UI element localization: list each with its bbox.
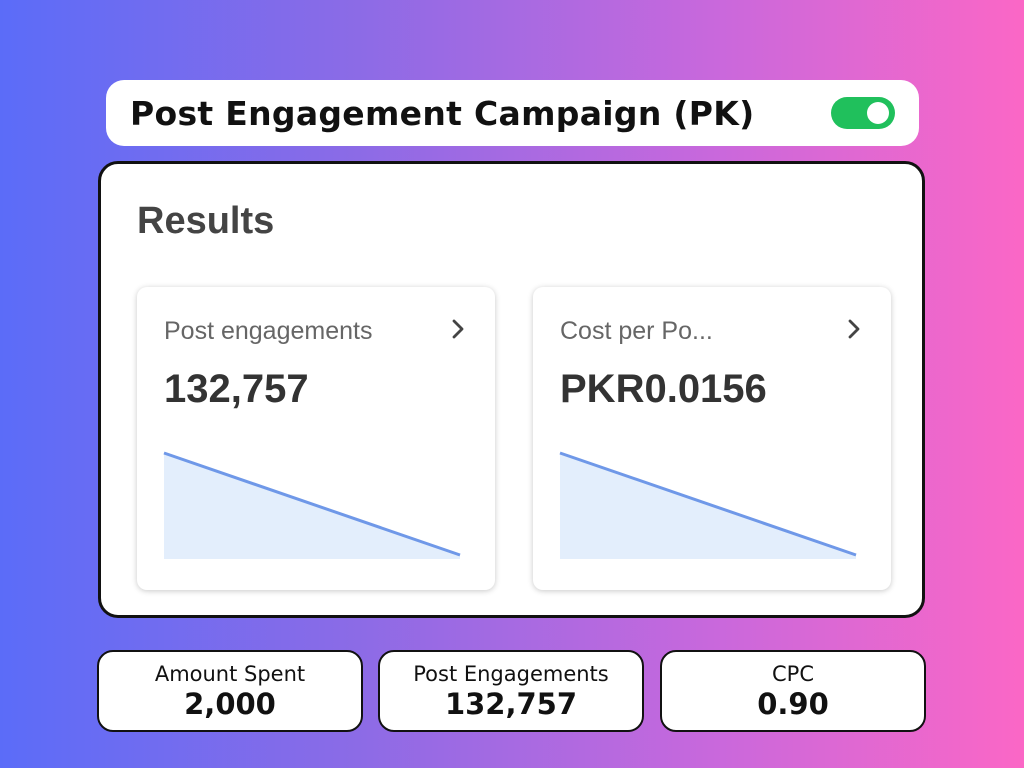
stat-label: CPC (772, 662, 814, 686)
stat-value: 2,000 (184, 687, 276, 721)
sparkline-line (163, 451, 461, 557)
metric-card-post-engagements[interactable]: Post engagements 132,757 (137, 287, 495, 590)
chevron-right-icon (452, 319, 464, 339)
results-panel: Results Post engagements 132,757 Cost pe… (98, 161, 925, 618)
results-heading: Results (137, 200, 275, 242)
stat-label: Post Engagements (413, 662, 609, 686)
metric-label: Post engagements (164, 317, 373, 345)
stat-amount-spent: Amount Spent 2,000 (97, 650, 363, 732)
sparkline-chart (559, 451, 857, 559)
chevron-right-icon (848, 319, 860, 339)
toggle-knob (867, 102, 889, 124)
metric-value: 132,757 (164, 367, 309, 411)
campaign-header: Post Engagement Campaign (PK) (106, 80, 919, 146)
stat-value: 132,757 (444, 687, 578, 721)
metric-card-cost-per-post[interactable]: Cost per Po... PKR0.0156 (533, 287, 891, 590)
stat-cpc: CPC 0.90 (660, 650, 926, 732)
sparkline-chart (163, 451, 461, 559)
metric-value: PKR0.0156 (560, 367, 767, 411)
stat-label: Amount Spent (154, 662, 306, 686)
metric-label: Cost per Po... (560, 317, 713, 345)
campaign-title: Post Engagement Campaign (PK) (130, 93, 755, 133)
sparkline-line (559, 451, 857, 557)
stat-post-engagements: Post Engagements 132,757 (378, 650, 644, 732)
stat-value: 0.90 (757, 687, 829, 721)
campaign-toggle[interactable] (831, 97, 895, 129)
